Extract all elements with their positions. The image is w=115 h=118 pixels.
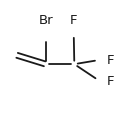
Text: F: F	[69, 14, 77, 27]
Text: Br: Br	[39, 14, 53, 27]
Text: F: F	[106, 75, 113, 88]
Text: F: F	[106, 54, 113, 67]
